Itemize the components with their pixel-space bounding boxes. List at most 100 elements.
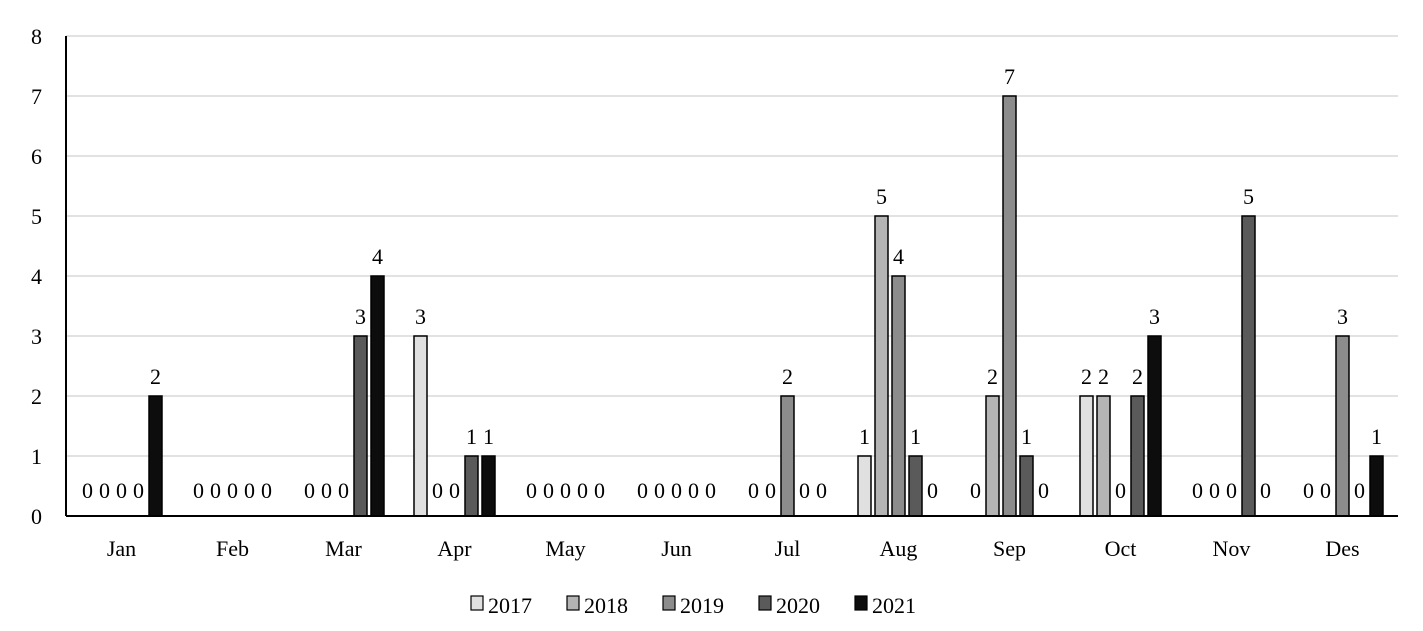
data-label: 0	[748, 478, 759, 503]
data-label: 2	[1132, 364, 1143, 389]
data-label: 1	[1021, 424, 1032, 449]
x-tick-label: Apr	[437, 536, 472, 561]
data-label: 3	[1149, 304, 1160, 329]
data-label: 0	[560, 478, 571, 503]
data-label: 4	[893, 244, 904, 269]
data-label: 0	[526, 478, 537, 503]
data-label: 5	[876, 184, 887, 209]
bar-2017-Oct	[1079, 395, 1094, 517]
data-label: 0	[1038, 478, 1049, 503]
y-tick-label: 3	[31, 324, 42, 349]
data-label: 0	[99, 478, 110, 503]
data-label: 0	[227, 478, 238, 503]
data-label: 0	[1226, 478, 1237, 503]
data-label: 0	[594, 478, 605, 503]
bar-2021-Jan	[148, 395, 163, 517]
bar-2017-Apr	[413, 335, 428, 517]
data-label: 2	[782, 364, 793, 389]
y-tick-label: 1	[31, 444, 42, 469]
x-tick-label: Oct	[1105, 536, 1137, 561]
data-label: 0	[304, 478, 315, 503]
x-tick-label: May	[545, 536, 585, 561]
data-label: 2	[1081, 364, 1092, 389]
data-label: 0	[654, 478, 665, 503]
y-tick-label: 5	[31, 204, 42, 229]
data-label: 0	[927, 478, 938, 503]
data-label: 1	[466, 424, 477, 449]
y-tick-label: 7	[31, 84, 42, 109]
data-label: 2	[1098, 364, 1109, 389]
bar-2020-Mar	[353, 335, 368, 517]
data-label: 0	[244, 478, 255, 503]
bar-2019-Des	[1335, 335, 1350, 517]
data-label: 0	[671, 478, 682, 503]
legend-label-2018: 2018	[584, 593, 628, 618]
x-tick-label: Feb	[216, 536, 249, 561]
data-label: 1	[1371, 424, 1382, 449]
data-label: 0	[449, 478, 460, 503]
data-label: 0	[338, 478, 349, 503]
legend-label-2020: 2020	[776, 593, 820, 618]
data-label: 0	[82, 478, 93, 503]
data-label: 3	[1337, 304, 1348, 329]
data-label: 0	[1115, 478, 1126, 503]
bar-2021-Apr	[481, 455, 496, 517]
data-label: 2	[987, 364, 998, 389]
data-label: 3	[415, 304, 426, 329]
bar-2020-Sep	[1019, 455, 1034, 517]
data-label: 7	[1004, 64, 1015, 89]
data-label: 0	[1354, 478, 1365, 503]
x-tick-label: Mar	[325, 536, 362, 561]
data-label: 0	[577, 478, 588, 503]
data-label: 0	[1303, 478, 1314, 503]
data-label: 0	[705, 478, 716, 503]
data-label: 0	[321, 478, 332, 503]
legend-swatch-2017	[470, 595, 484, 611]
axes	[65, 36, 1398, 517]
bar-2017-Aug	[857, 455, 872, 517]
x-tick-label: Des	[1325, 536, 1359, 561]
data-label: 1	[910, 424, 921, 449]
data-label: 1	[859, 424, 870, 449]
data-label: 0	[543, 478, 554, 503]
bar-2020-Oct	[1130, 395, 1145, 517]
data-label: 1	[483, 424, 494, 449]
legend: 2017 2018 2019 2020 2021	[470, 593, 916, 618]
data-label: 0	[816, 478, 827, 503]
bar-2021-Mar	[370, 275, 385, 517]
data-label: 0	[1192, 478, 1203, 503]
bar-2018-Oct	[1096, 395, 1111, 517]
data-label: 2	[150, 364, 161, 389]
y-tick-label: 0	[31, 504, 42, 529]
legend-swatch-2021	[854, 595, 868, 611]
data-label: 0	[261, 478, 272, 503]
data-label: 0	[1209, 478, 1220, 503]
bar-2020-Apr	[464, 455, 479, 517]
y-tick-label: 4	[31, 264, 42, 289]
data-label: 4	[372, 244, 383, 269]
x-axis-ticks: Jan Feb Mar Apr May Jun Jul Aug Sep Oct Nov Des	[107, 536, 1360, 561]
bar-2021-Oct	[1147, 335, 1162, 517]
data-label: 0	[193, 478, 204, 503]
legend-swatch-2020	[758, 595, 772, 611]
data-label: 0	[765, 478, 776, 503]
y-tick-label: 2	[31, 384, 42, 409]
data-label: 0	[210, 478, 221, 503]
x-tick-label: Jun	[661, 536, 692, 561]
data-label: 0	[970, 478, 981, 503]
legend-label-2017: 2017	[488, 593, 532, 618]
data-label: 0	[637, 478, 648, 503]
bar-2020-Aug	[908, 455, 923, 517]
legend-label-2019: 2019	[680, 593, 724, 618]
data-label: 0	[799, 478, 810, 503]
data-label: 0	[1260, 478, 1271, 503]
gridlines	[66, 35, 1398, 457]
y-tick-label: 8	[31, 24, 42, 49]
data-label: 0	[688, 478, 699, 503]
legend-swatch-2019	[662, 595, 676, 611]
bar-2019-Jul	[780, 395, 795, 517]
bars	[148, 95, 1384, 517]
data-label: 0	[432, 478, 443, 503]
data-label: 0	[133, 478, 144, 503]
